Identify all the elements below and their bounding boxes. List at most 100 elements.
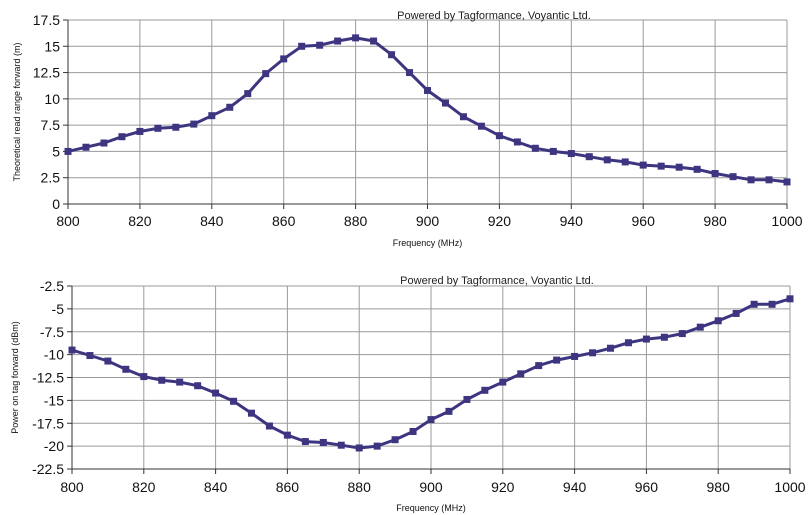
data-point-marker <box>208 112 216 120</box>
data-point-marker <box>445 407 453 415</box>
data-point-marker <box>388 51 396 59</box>
watermark-text: Powered by Tagformance, Voyantic Ltd. <box>400 275 594 287</box>
x-tick-label: 900 <box>419 479 443 495</box>
y-tick-label: -15 <box>44 392 64 408</box>
data-point-marker <box>64 147 72 155</box>
y-tick-label: -7.5 <box>40 324 64 340</box>
x-tick-label: 840 <box>200 213 224 229</box>
data-point-marker <box>158 376 166 384</box>
x-tick-label: 800 <box>60 479 84 495</box>
x-tick-label: 880 <box>348 479 372 495</box>
chart-read-range: 0 2.5 5 7.5 10 12.5 15 17.5 800 820 840 860 880 900 92… <box>12 10 803 248</box>
x-tick-label: 980 <box>707 479 731 495</box>
data-point-marker <box>786 295 794 303</box>
data-point-marker <box>373 442 381 450</box>
data-point-marker <box>607 344 614 352</box>
data-point-marker <box>316 41 324 49</box>
y-tick-label: -12.5 <box>32 370 64 386</box>
data-point-marker <box>660 333 668 341</box>
data-point-marker <box>729 173 737 181</box>
y-tick-label: 12.5 <box>33 65 60 81</box>
data-point-marker <box>441 99 449 107</box>
data-point-marker <box>463 395 471 403</box>
data-point-marker <box>571 352 579 360</box>
y-tick-label: 5 <box>52 143 60 159</box>
data-point-marker <box>567 150 575 158</box>
data-point-marker <box>499 378 507 386</box>
x-tick-label: 940 <box>563 479 587 495</box>
data-point-marker <box>517 370 525 378</box>
data-point-marker <box>298 42 306 50</box>
data-point-marker <box>553 356 561 364</box>
data-point-marker <box>194 382 202 390</box>
x-tick-label: 920 <box>491 479 515 495</box>
data-point-marker <box>226 103 234 111</box>
y-tick-label: -2.5 <box>40 278 64 294</box>
data-point-marker <box>765 176 773 184</box>
x-axis-title: Frequency (MHz) <box>393 238 463 248</box>
data-point-marker <box>334 37 342 45</box>
data-point-marker <box>783 178 791 186</box>
data-point-marker <box>68 346 76 354</box>
data-point-marker <box>190 120 198 128</box>
x-axis-title: Frequency (MHz) <box>396 503 466 513</box>
data-point-marker <box>355 444 363 452</box>
data-point-marker <box>639 161 647 169</box>
y-tick-label: -17.5 <box>32 415 64 431</box>
data-point-marker <box>230 397 238 405</box>
x-tick-label: 860 <box>272 213 296 229</box>
data-point-marker <box>424 86 431 94</box>
data-point-marker <box>262 70 270 78</box>
data-point-marker <box>86 352 94 360</box>
data-point-marker <box>747 176 755 184</box>
x-tick-label: 940 <box>560 213 584 229</box>
data-point-marker <box>100 139 108 147</box>
data-point-marker <box>732 309 740 317</box>
data-point-marker <box>154 124 162 132</box>
y-tick-label: 7.5 <box>41 117 61 133</box>
data-point-marker <box>589 349 597 357</box>
y-tick-label: 0 <box>52 196 60 212</box>
data-point-marker <box>283 431 291 439</box>
data-point-marker <box>603 156 611 164</box>
y-axis-title: Theoretical read range forward (m) <box>12 42 22 181</box>
data-point-marker <box>265 422 273 430</box>
data-point-marker <box>122 365 130 373</box>
data-point-marker <box>370 37 378 45</box>
data-point-marker <box>693 165 701 173</box>
data-point-marker <box>714 317 722 325</box>
x-tick-label: 820 <box>132 479 156 495</box>
data-point-marker <box>136 127 144 135</box>
data-point-marker <box>585 153 593 161</box>
data-point-marker <box>621 158 629 166</box>
data-point-marker <box>481 386 489 394</box>
y-tick-label: -5 <box>52 301 65 317</box>
data-point-marker <box>657 162 665 170</box>
data-point-marker <box>301 438 309 446</box>
data-point-marker <box>409 427 417 435</box>
x-tick-label: 880 <box>344 213 368 229</box>
x-tick-label: 820 <box>128 213 152 229</box>
x-tick-label: 1000 <box>774 479 805 495</box>
data-point-marker <box>678 330 686 338</box>
y-tick-label: 15 <box>44 38 60 54</box>
data-point-marker <box>176 378 184 386</box>
data-point-marker <box>280 55 288 63</box>
data-point-marker <box>391 436 399 444</box>
x-tick-label: 960 <box>632 213 656 229</box>
data-point-marker <box>118 133 126 141</box>
data-point-marker <box>768 300 776 308</box>
data-point-marker <box>675 163 683 171</box>
data-point-marker <box>495 132 503 140</box>
data-point-marker <box>82 143 90 151</box>
data-point-marker <box>140 373 148 381</box>
data-point-marker <box>531 144 539 152</box>
data-point-marker <box>624 339 632 347</box>
data-point-marker <box>337 441 345 449</box>
y-tick-label: 2.5 <box>41 170 61 186</box>
watermark-text: Powered by Tagformance, Voyantic Ltd. <box>397 10 591 22</box>
y-axis-title: Power on tag forward (dBm) <box>10 321 20 434</box>
data-point-marker <box>535 362 543 370</box>
x-tick-label: 840 <box>204 479 228 495</box>
